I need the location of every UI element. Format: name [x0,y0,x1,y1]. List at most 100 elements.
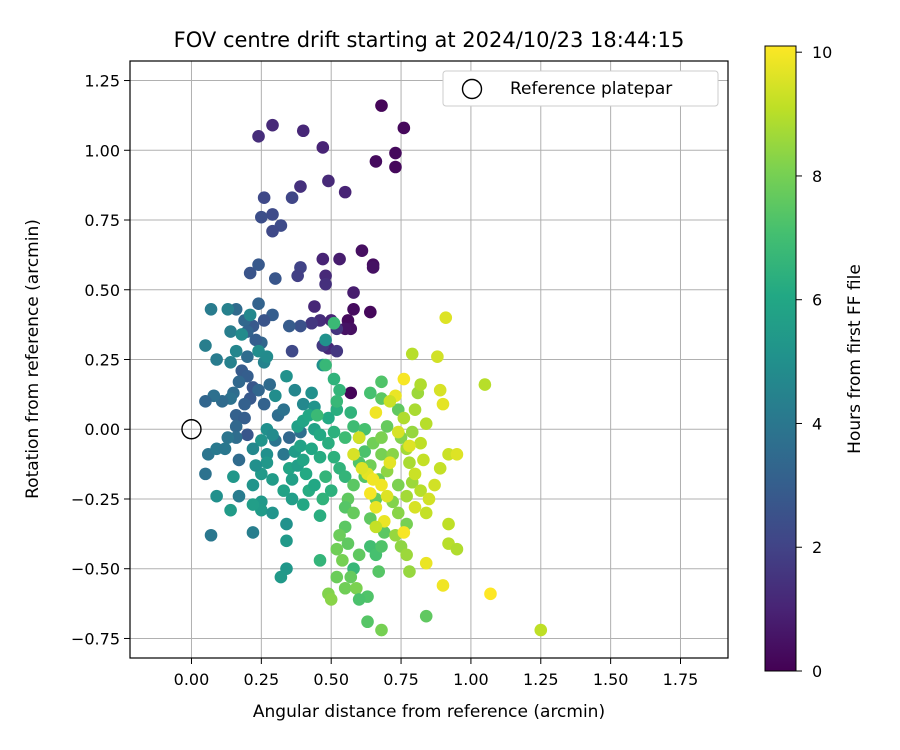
data-point [450,542,464,556]
data-point [344,406,358,419]
data-point [252,130,265,143]
data-point [433,383,447,397]
data-point [288,383,302,397]
data-point [294,439,307,453]
data-point [397,372,411,386]
data-point [257,397,271,411]
data-point [266,506,279,520]
data-point [282,319,296,333]
data-point [428,478,441,492]
data-point [341,537,355,550]
data-point [369,406,383,419]
data-point [322,411,335,425]
data-point [403,456,416,470]
data-point [403,565,416,578]
colorbar-tick-label: 0 [812,662,822,681]
data-point [305,316,318,330]
data-point [327,425,341,439]
x-tick-label: 0.25 [244,670,280,689]
x-tick-label: 1.75 [663,670,699,689]
data-point [260,456,274,470]
data-point [375,431,388,444]
data-point [336,554,349,567]
data-point [313,428,327,442]
data-point [380,420,394,433]
data-point [246,478,260,492]
data-point [252,258,265,271]
data-point [383,395,397,408]
data-point [232,375,246,389]
data-point [308,300,321,313]
colorbar-tick-label: 2 [812,538,822,557]
data-point [375,623,388,637]
data-point [347,302,360,316]
data-point [221,302,235,316]
data-point [419,609,433,623]
data-point [266,473,279,486]
data-point [322,436,335,450]
data-point [405,347,419,361]
colorbar-ticks: 0 2 4 6 8 10 [796,43,832,681]
data-point [313,554,327,567]
data-point [375,540,388,553]
data-point [338,470,352,483]
x-tick-label: 1.00 [453,670,489,689]
data-point [291,269,304,283]
data-point [277,448,290,461]
data-point [322,174,335,188]
chart-title: FOV centre drift starting at 2024/10/23 … [174,28,685,52]
data-point [210,353,223,366]
colorbar: 0 2 4 6 8 10 Hours from first FF file [764,43,865,681]
data-point [285,344,299,358]
data-point [436,397,450,411]
data-point [305,442,318,456]
data-point [204,302,218,316]
x-axis-label: Angular distance from reference (arcmin) [253,702,605,722]
data-point [232,489,246,503]
data-point [280,369,293,383]
data-point [294,180,307,193]
y-tick-label: 0.25 [84,351,120,370]
data-point [431,350,444,364]
data-point [246,442,260,456]
data-point [352,431,366,444]
data-point [296,124,310,138]
data-points [199,99,548,637]
colorbar-label: Hours from first FF file [845,264,865,454]
data-point [389,146,402,160]
legend-box [442,70,719,107]
y-tick-label: 1.00 [84,141,120,160]
data-point [324,484,338,497]
data-point [366,261,380,274]
data-point [369,501,383,514]
data-point [238,411,251,425]
x-tick-label: 0.00 [174,670,210,689]
data-point [266,208,279,221]
data-point [330,570,344,584]
data-point [361,615,374,629]
data-point [241,428,254,442]
data-point [305,386,318,400]
x-tick-label: 1.50 [593,670,629,689]
data-point [333,252,346,266]
data-point [257,191,271,204]
data-point [330,542,344,556]
y-tick-label: 0.50 [84,281,120,300]
y-tick-label: −0.25 [71,490,120,509]
data-point [266,224,279,238]
data-point [347,506,360,520]
data-point [308,478,321,492]
data-point [246,498,260,511]
colorbar-tick-label: 8 [812,167,822,186]
data-point [338,431,352,444]
data-point [319,333,332,347]
data-point [227,470,240,483]
data-point [397,411,411,425]
data-point [350,581,363,595]
colorbar-tick-label: 6 [812,291,822,310]
data-point [330,344,344,358]
data-point [330,395,344,408]
data-point [383,456,397,470]
data-point [319,470,332,483]
y-tick-label: 1.25 [84,72,120,91]
